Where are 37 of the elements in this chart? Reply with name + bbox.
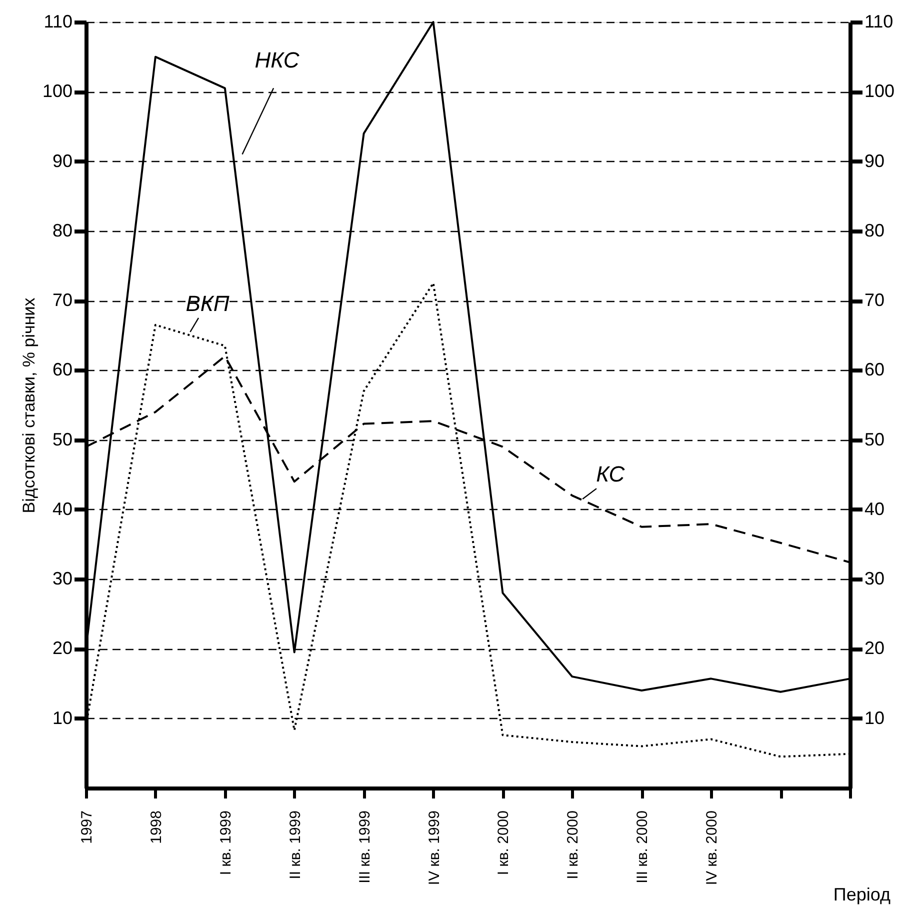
y2-tick-label: 70 — [864, 290, 885, 310]
y-tick-label: 10 — [52, 708, 72, 728]
x-axis-title: Період — [833, 884, 891, 904]
x-tick-label: II кв. 1999 — [286, 810, 304, 880]
y2-tick-label: 10 — [864, 708, 885, 728]
y-tick-label: 110 — [44, 12, 72, 32]
y-tick-label: 50 — [52, 429, 72, 450]
x-tick-label: III кв. 1999 — [356, 810, 374, 884]
y-tick-label: 40 — [52, 498, 72, 519]
y2-tick-label: 60 — [864, 360, 885, 380]
y-tick-label: 60 — [52, 360, 72, 380]
y2-tick-label: 20 — [864, 638, 885, 658]
x-tick-label: III кв. 2000 — [634, 810, 652, 884]
x-tick-label: II кв. 2000 — [564, 810, 582, 880]
series-label: ВКП — [186, 291, 230, 316]
y2-tick-label: 40 — [864, 498, 885, 519]
y2-tick-label: 30 — [864, 568, 885, 589]
y-axis-title: Відсоткові ставки, % річних — [19, 297, 38, 514]
x-tick-label: 1997 — [78, 810, 96, 844]
y-tick-label: 30 — [52, 568, 72, 589]
y2-tick-label: 110 — [864, 12, 894, 32]
series-label: НКС — [254, 47, 300, 72]
y2-tick-label: 80 — [864, 220, 885, 240]
x-tick-label: I кв. 1999 — [217, 810, 234, 876]
y-tick-label: 90 — [52, 150, 72, 171]
y-tick-label: 20 — [52, 638, 72, 658]
y-tick-label: 100 — [42, 81, 72, 102]
x-tick-label: 1998 — [148, 810, 165, 844]
x-tick-label: IV кв. 2000 — [704, 810, 721, 886]
y-tick-label: 80 — [52, 220, 72, 240]
y-tick-label: 70 — [52, 290, 72, 310]
x-tick-label: IV кв. 1999 — [426, 810, 443, 886]
y2-tick-label: 90 — [864, 150, 885, 171]
y2-tick-label: 100 — [864, 81, 895, 102]
series-label: КС — [596, 462, 625, 487]
x-tick-label: I кв. 2000 — [495, 810, 512, 876]
y2-tick-label: 50 — [864, 429, 885, 450]
